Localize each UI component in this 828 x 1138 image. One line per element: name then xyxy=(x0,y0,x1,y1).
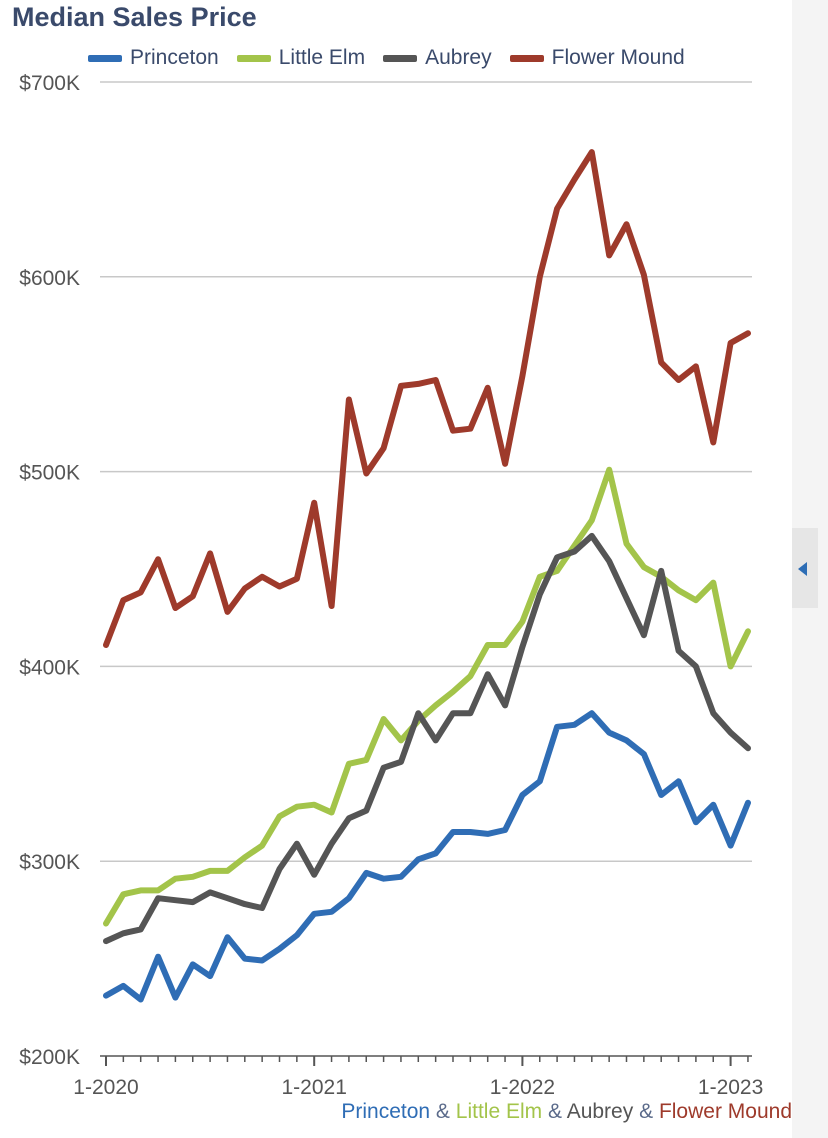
footer-ampersand: & xyxy=(435,1100,450,1123)
chart-title: Median Sales Price xyxy=(12,2,257,32)
chart-plot: $200K $300K $400K $500K $600K $700K 1-2020 1-20… xyxy=(19,72,763,1099)
legend-item-little-elm[interactable]: Little Elm xyxy=(236,46,366,70)
y-tick-label: $600K xyxy=(19,267,80,290)
footer-ampersand: & xyxy=(639,1100,654,1123)
legend-item-princeton[interactable]: Princeton xyxy=(88,46,219,70)
x-tick-label: 1-2023 xyxy=(698,1076,763,1099)
legend-swatch-princeton xyxy=(88,54,122,62)
chevron-left-icon xyxy=(798,562,807,576)
footer-little-elm: Little Elm xyxy=(455,1100,543,1123)
legend-swatch-aubrey xyxy=(383,54,418,62)
x-tick-label: 1-2020 xyxy=(73,1076,138,1099)
footer-flower-mound: Flower Mound xyxy=(658,1100,792,1123)
x-tick-label: 1-2022 xyxy=(490,1076,555,1099)
footer-ampersand: & xyxy=(547,1100,562,1123)
legend-label-flower-mound: Flower Mound xyxy=(551,46,685,69)
series-line-aubrey xyxy=(103,532,751,945)
y-tick-label: $300K xyxy=(19,851,80,874)
chart-legend: Princeton Little Elm Aubrey Flower Mound xyxy=(88,44,703,72)
y-tick-label: $200K xyxy=(19,1046,80,1069)
x-tick-label: 1-2021 xyxy=(282,1076,347,1099)
legend-swatch-flower-mound xyxy=(509,54,544,62)
footer-princeton: Princeton xyxy=(341,1100,431,1123)
legend-item-flower-mound[interactable]: Flower Mound xyxy=(509,46,685,70)
legend-label-little-elm: Little Elm xyxy=(278,46,366,69)
y-tick-label: $400K xyxy=(19,656,80,679)
footer-aubrey: Aubrey xyxy=(566,1100,634,1123)
collapse-panel-button[interactable] xyxy=(792,528,818,608)
series-line-princeton xyxy=(103,710,751,1003)
footer-caption: Princeton & Little Elm & Aubrey & Flower… xyxy=(341,1100,792,1124)
y-tick-label: $500K xyxy=(19,462,80,485)
series-line-little-elm xyxy=(103,466,751,927)
legend-label-aubrey: Aubrey xyxy=(425,46,492,69)
legend-swatch-little-elm xyxy=(236,54,271,62)
series-line-flower-mound xyxy=(103,149,751,648)
legend-label-princeton: Princeton xyxy=(130,46,219,69)
y-tick-label: $700K xyxy=(19,72,80,95)
legend-item-aubrey[interactable]: Aubrey xyxy=(383,46,492,70)
